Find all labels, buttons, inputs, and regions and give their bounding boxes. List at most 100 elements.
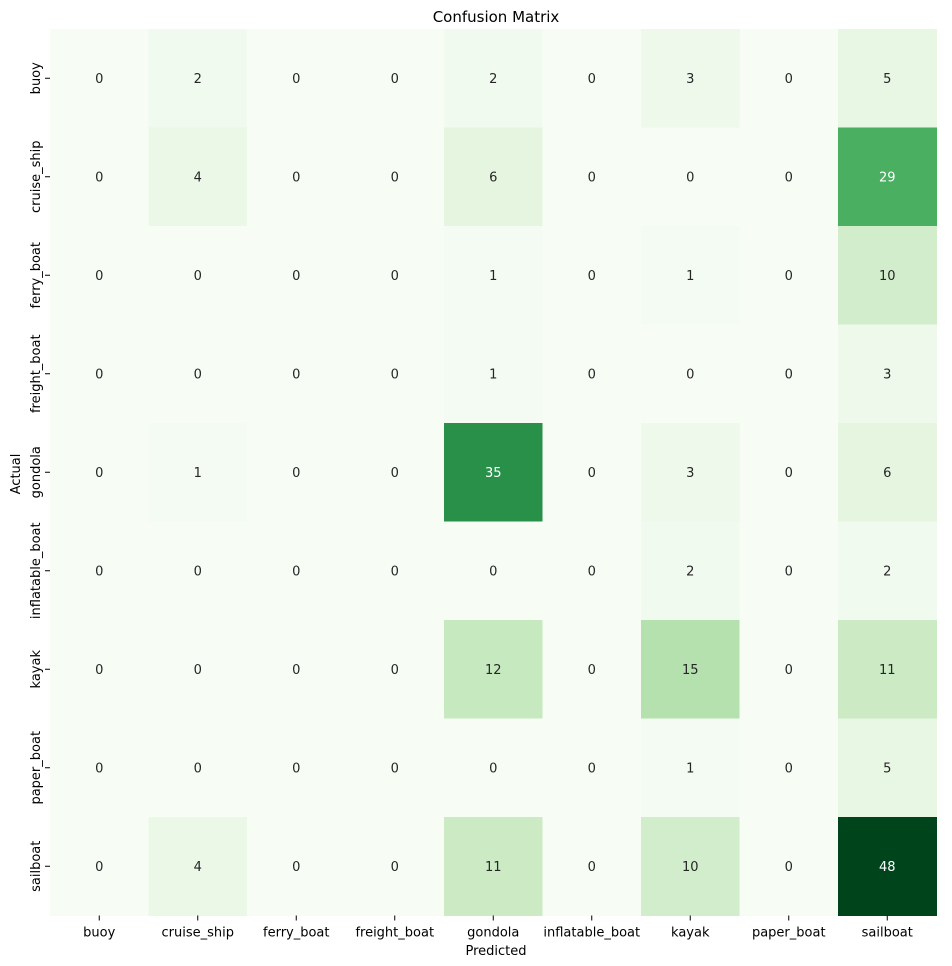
cell-value-label: 0 xyxy=(391,564,399,579)
cell-value-label: 0 xyxy=(95,860,103,875)
cell-value-label: 0 xyxy=(785,269,793,284)
y-tick-label: ferry_boat xyxy=(29,242,44,309)
cell-value-label: 11 xyxy=(879,663,896,678)
cell-value-label: 0 xyxy=(391,761,399,776)
heatmap-cell xyxy=(542,718,642,818)
heatmap-cell xyxy=(50,620,149,719)
heatmap-cell xyxy=(247,423,346,522)
heatmap-cell xyxy=(247,324,346,424)
x-tick-label: ferry_boat xyxy=(263,926,330,941)
heatmap-cell xyxy=(148,718,248,818)
heatmap-cell xyxy=(148,29,248,128)
cell-value-label: 0 xyxy=(686,170,694,185)
heatmap-cell xyxy=(148,817,248,916)
cell-value-label: 1 xyxy=(686,269,694,284)
heatmap-cell xyxy=(345,620,445,719)
cell-value-label: 12 xyxy=(485,663,502,678)
heatmap-cell xyxy=(542,817,642,916)
heatmap-cell xyxy=(247,718,346,818)
cell-value-label: 5 xyxy=(883,72,891,87)
heatmap-cell xyxy=(838,423,937,522)
cell-value-label: 3 xyxy=(686,466,694,481)
cell-value-label: 0 xyxy=(588,860,596,875)
cell-value-label: 0 xyxy=(785,72,793,87)
cell-value-label: 0 xyxy=(292,72,300,87)
heatmap-cell xyxy=(50,521,149,621)
cell-value-label: 2 xyxy=(194,72,202,87)
cell-value-label: 0 xyxy=(95,466,103,481)
cell-value-label: 35 xyxy=(485,466,502,481)
heatmap-cell xyxy=(148,521,248,621)
heatmap-cell xyxy=(542,324,642,424)
cell-value-label: 0 xyxy=(785,564,793,579)
heatmap-cell xyxy=(542,423,642,522)
cell-value-label: 0 xyxy=(785,170,793,185)
cell-value-label: 1 xyxy=(489,269,497,284)
heatmap-cell xyxy=(542,226,642,325)
heatmap-cell xyxy=(641,29,740,128)
heatmap-cell xyxy=(641,718,740,818)
cell-value-label: 0 xyxy=(194,761,202,776)
cell-value-label: 0 xyxy=(785,663,793,678)
cell-value-label: 0 xyxy=(588,269,596,284)
x-tick-label: kayak xyxy=(671,926,710,941)
cell-value-label: 0 xyxy=(391,860,399,875)
heatmap-cell xyxy=(444,423,543,522)
heatmap-cell xyxy=(739,127,839,227)
heatmap-cell xyxy=(641,620,740,719)
x-tick-label: buoy xyxy=(83,926,115,941)
chart-title: Confusion Matrix xyxy=(433,8,560,26)
cell-value-label: 0 xyxy=(292,170,300,185)
heatmap-cell xyxy=(444,620,543,719)
y-tick-label: kayak xyxy=(29,650,44,689)
x-tick-label: sailboat xyxy=(862,926,913,941)
cell-value-label: 1 xyxy=(686,761,694,776)
cell-value-label: 0 xyxy=(489,564,497,579)
heatmap-cell xyxy=(542,29,642,128)
cell-value-label: 0 xyxy=(391,170,399,185)
heatmap-cell xyxy=(50,29,149,128)
cell-value-label: 0 xyxy=(391,367,399,382)
cell-value-label: 3 xyxy=(883,367,891,382)
heatmap-cell xyxy=(50,324,149,424)
heatmap-cell xyxy=(739,718,839,818)
heatmap-cell xyxy=(50,817,149,916)
heatmap-cell xyxy=(247,817,346,916)
heatmap-cell xyxy=(444,226,543,325)
heatmap-cell xyxy=(838,127,937,227)
heatmap-cell xyxy=(739,29,839,128)
heatmap-cell xyxy=(542,127,642,227)
cell-value-label: 4 xyxy=(194,860,202,875)
cell-value-label: 1 xyxy=(489,367,497,382)
heatmap-cell-labels: 0 2 0 0 2 0 3 0 50 4 0 0 6 0 0 0 290 0 0 0 1 0 1 0 100 0 0 0 1 0 0 0 30 1… xyxy=(95,72,895,875)
cell-value-label: 0 xyxy=(95,367,103,382)
cell-value-label: 0 xyxy=(194,269,202,284)
heatmap-cell xyxy=(739,817,839,916)
x-tick-label: freight_boat xyxy=(355,926,434,941)
heatmap-cell xyxy=(641,817,740,916)
heatmap-cell xyxy=(247,226,346,325)
y-tick-label: sailboat xyxy=(29,841,44,892)
heatmap-cell xyxy=(345,29,445,128)
heatmap-cell xyxy=(739,620,839,719)
cell-value-label: 0 xyxy=(489,761,497,776)
heatmap-cell xyxy=(444,324,543,424)
y-axis-ticks: buoy cruise_ship ferry_boat freight_boatgon… xyxy=(29,62,50,892)
heatmap-cell xyxy=(444,127,543,227)
heatmap-cell xyxy=(345,521,445,621)
cell-value-label: 0 xyxy=(95,564,103,579)
heatmap-cell xyxy=(641,521,740,621)
heatmap-cell xyxy=(838,620,937,719)
heatmap-cell xyxy=(148,324,248,424)
cell-value-label: 0 xyxy=(292,564,300,579)
cell-value-label: 0 xyxy=(588,564,596,579)
cell-value-label: 11 xyxy=(485,860,502,875)
cell-value-label: 10 xyxy=(682,860,699,875)
cell-value-label: 0 xyxy=(95,170,103,185)
y-tick-label: buoy xyxy=(29,62,44,94)
heatmap-cell xyxy=(345,817,445,916)
cell-value-label: 4 xyxy=(194,170,202,185)
cell-value-label: 0 xyxy=(391,269,399,284)
cell-value-label: 0 xyxy=(686,367,694,382)
